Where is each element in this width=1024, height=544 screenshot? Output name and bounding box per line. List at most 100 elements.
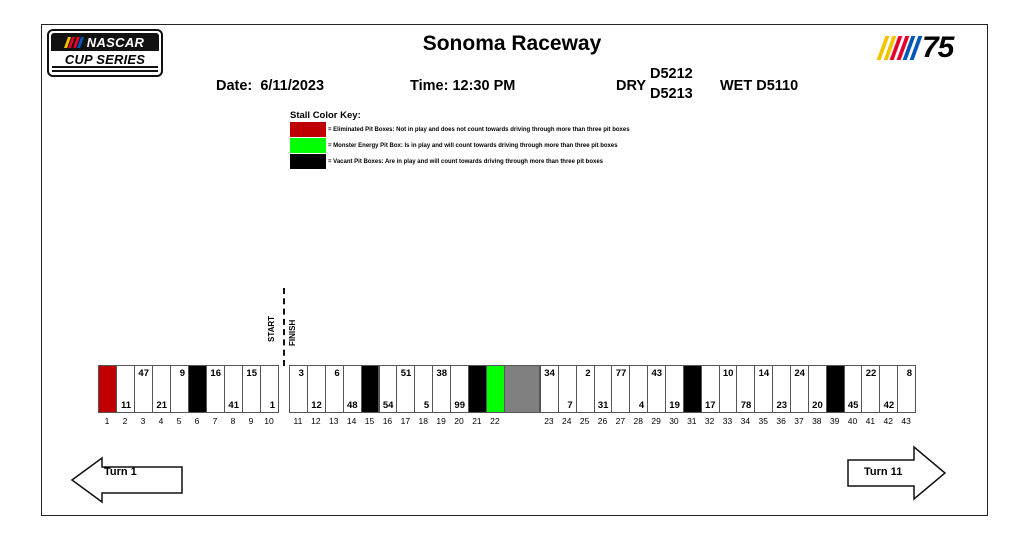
stall-number-label: 12 (311, 416, 321, 426)
pit-stall-38: 20 (807, 365, 827, 413)
pit-stall-42: 42 (879, 365, 899, 413)
pit-stall-28: 4 (629, 365, 649, 413)
pit-stall-39 (825, 365, 845, 413)
stall-number-label: 21 (472, 416, 482, 426)
blocked-stall-area (504, 365, 540, 413)
car-number-bottom: 7 (567, 400, 573, 411)
stall-color-key-title: Stall Color Key: (290, 110, 361, 121)
finish-label: FINISH (288, 319, 297, 346)
stall-number-label: 16 (382, 416, 393, 426)
stall-number-label: 23 (544, 416, 554, 426)
stall-number-label: 5 (176, 416, 182, 426)
stall-number-label: 10 (264, 416, 274, 426)
pit-stall-11: 3 (289, 365, 308, 413)
turn-11-label: Turn 11 (864, 466, 903, 478)
date-label: Date: (216, 78, 253, 94)
car-number-bottom: 4 (638, 400, 645, 411)
stall-number-label: 28 (633, 416, 643, 426)
stall-number-label: 20 (454, 416, 464, 426)
stall-number-label: 37 (794, 416, 804, 426)
pit-stall-37: 24 (790, 365, 809, 413)
car-number-bottom: 11 (120, 400, 131, 411)
stall-number-label: 42 (883, 416, 893, 426)
pit-stall-4: 21 (152, 365, 171, 413)
stall-number-label: 32 (704, 416, 715, 426)
pit-stall-22 (485, 365, 505, 413)
nascar-75-logo: 75 (876, 33, 954, 63)
pit-stall-41: 22 (861, 365, 881, 413)
stall-number-label: 43 (901, 416, 911, 426)
pit-stall-33: 10 (718, 365, 738, 413)
pit-stall-9: 15 (242, 365, 261, 413)
car-number-top: 2 (585, 368, 591, 379)
pit-stall-6 (188, 365, 207, 413)
dry-tire-code-1: D5212 (650, 66, 693, 82)
pit-stall-23: 34 (540, 365, 559, 413)
pit-stall-20: 99 (450, 365, 469, 413)
car-number-top: 51 (400, 368, 412, 379)
car-number-bottom: 19 (669, 400, 680, 411)
eliminated-description: = Eliminated Pit Boxes: Not in play and … (328, 126, 630, 133)
time-field: Time: 12:30 PM (410, 78, 515, 94)
pit-stall-15 (360, 365, 380, 413)
nascar-cup-series-logo: NASCAR CUP SERIES (47, 29, 163, 77)
stall-number-label: 22 (490, 416, 500, 426)
cup-series-text: CUP SERIES (64, 52, 146, 67)
pit-stall-8: 41 (224, 365, 243, 413)
stall-number-label: 1 (104, 416, 110, 426)
pit-stall-14: 48 (342, 365, 362, 413)
stall-number-label: 30 (669, 416, 679, 426)
stall-number-label: 6 (194, 416, 200, 426)
key-vacant: = Vacant Pit Boxes: Are in play and will… (290, 154, 603, 169)
pit-stall-3: 47 (134, 365, 153, 413)
time-label: Time: (410, 78, 449, 94)
car-number-bottom: 23 (776, 400, 788, 411)
car-number-top: 16 (210, 368, 221, 379)
stall-number-label: 40 (847, 416, 858, 426)
car-number-bottom: 12 (311, 400, 322, 411)
pit-stall-19: 38 (432, 365, 452, 413)
stall-number-label: 15 (364, 416, 375, 426)
stall-number-label: 11 (293, 416, 303, 426)
pit-stall-31 (682, 365, 702, 413)
stall-number-label: 34 (740, 416, 751, 426)
stall-number-label: 17 (400, 416, 411, 426)
pit-stall-43: 8 (897, 365, 917, 413)
stall-number-label: 14 (346, 416, 357, 426)
stall-number-label: 35 (758, 416, 768, 426)
stall-number-label: 24 (562, 416, 572, 426)
wet-tire-field: WET D5110 (720, 78, 798, 94)
stall-number-label: 29 (651, 416, 661, 426)
wet-tire-code: D5110 (756, 78, 799, 94)
pit-stall-18: 5 (414, 365, 434, 413)
car-number-bottom: 17 (705, 400, 716, 411)
car-number-bottom: 78 (740, 400, 752, 411)
vacant-swatch (290, 154, 326, 169)
time-value: 12:30 PM (452, 78, 516, 94)
pit-stall-10: 1 (260, 365, 279, 413)
car-number-top: 22 (865, 368, 877, 379)
pit-stall-5: 9 (170, 365, 189, 413)
car-number-bottom: 1 (269, 400, 275, 411)
car-number-top: 14 (758, 368, 770, 379)
stall-number-label: 31 (687, 416, 697, 426)
car-number-top: 8 (906, 368, 913, 379)
pit-stall-34: 78 (736, 365, 756, 413)
track-title: Sonoma Raceway (422, 32, 602, 55)
nascar-logo-top: NASCAR (51, 33, 159, 51)
stall-number-label: 4 (158, 416, 164, 426)
stall-number-label: 18 (418, 416, 428, 426)
pit-stall-17: 51 (396, 365, 416, 413)
dry-tire-code-2: D5213 (650, 86, 693, 102)
turn-11-arrow-icon (847, 445, 947, 501)
car-number-top: 24 (794, 368, 805, 379)
logo-bars (52, 66, 158, 72)
start-finish-line (283, 288, 285, 366)
car-number-bottom: 48 (347, 400, 358, 411)
vacant-description: = Vacant Pit Boxes: Are in play and will… (328, 158, 603, 165)
pit-stall-40: 45 (843, 365, 863, 413)
car-number-top: 47 (138, 368, 149, 379)
pit-stall-29: 43 (647, 365, 667, 413)
pit-stall-1 (98, 365, 117, 413)
stall-number-label: 25 (579, 416, 590, 426)
